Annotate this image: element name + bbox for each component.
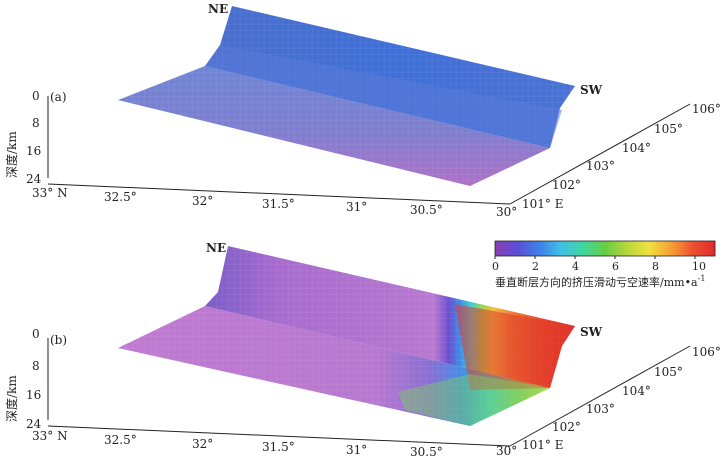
colorbar-label-sup: -1 — [698, 274, 706, 283]
panel-b: 0 8 16 24 深度/km 33° N 32.5° 32° 31.5° 31… — [4, 241, 721, 459]
lon-ticks-a: 101° E 102° 103° 104° 105° 106° — [522, 102, 721, 211]
colorbar-strip — [494, 240, 716, 257]
lat-tick-a-1: 32.5° — [104, 190, 137, 204]
lat-tick-b-6: 30° — [496, 444, 517, 458]
lat-tick-a-0: 33° N — [32, 186, 68, 200]
depth-ticks-b: 0 8 16 24 — [26, 327, 42, 431]
panel-a-label: (a) — [50, 90, 67, 104]
lat-tick-b-5: 30.5° — [410, 445, 443, 459]
lat-tick-a-2: 32° — [192, 194, 213, 208]
depth-axis-title-a: 深度/km — [4, 131, 19, 178]
axis-b-lat — [47, 425, 511, 447]
axis-a-lon — [509, 103, 691, 205]
lon-tick-a-1: 102° — [552, 178, 581, 192]
colorbar-tick-label-4: 8 — [652, 260, 659, 273]
lon-tick-b-1: 102° — [552, 420, 581, 434]
lon-tick-a-4: 105° — [654, 122, 683, 136]
surface-a-lower-mesh — [118, 66, 550, 186]
depth-tick-b-16: 16 — [26, 388, 41, 402]
lon-tick-a-3: 104° — [622, 141, 651, 155]
lat-tick-a-5: 30.5° — [410, 203, 443, 217]
colorbar-label-text: 垂直断层方向的挤压滑动亏空速率/mm•a — [495, 275, 698, 289]
colorbar-tick-label-0: 0 — [492, 260, 499, 273]
depth-tick-b-0: 0 — [32, 327, 40, 341]
surface-b-sw-wedge — [455, 304, 575, 390]
surface-b-green-band — [398, 374, 550, 426]
lat-tick-a-4: 31° — [346, 200, 367, 214]
depth-tick-b-24: 24 — [26, 417, 42, 431]
lat-tick-b-0: 33° N — [32, 429, 68, 443]
lon-ticks-b: 101° E 102° 103° 104° 105° 106° — [522, 345, 721, 452]
lat-tick-b-3: 31.5° — [262, 440, 295, 454]
lon-tick-b-5: 106° — [692, 345, 721, 359]
depth-tick-a-0: 0 — [32, 89, 40, 103]
colorbar-ticks: 0 2 4 6 8 10 — [492, 256, 706, 273]
lon-tick-b-3: 104° — [622, 384, 651, 398]
lat-ticks-b: 33° N 32.5° 32° 31.5° 31° 30.5° 30° — [32, 429, 517, 459]
lat-tick-a-3: 31.5° — [262, 197, 295, 211]
panel-a-sw-label: SW — [580, 83, 603, 97]
panel-b-sw-label: SW — [580, 325, 603, 339]
panel-a-ne-label: NE — [208, 2, 228, 16]
depth-tick-a-16: 16 — [26, 144, 41, 158]
surface-b-lower-mesh — [118, 306, 550, 426]
lon-tick-b-0: 101° E — [522, 438, 563, 452]
lat-tick-b-1: 32.5° — [104, 433, 137, 447]
axis-b-lon — [509, 345, 691, 447]
lat-tick-a-6: 30° — [496, 205, 517, 219]
colorbar: 0 2 4 6 8 10 垂直断层方向的挤压滑动亏空速率/mm•a-1 — [492, 240, 716, 289]
depth-axis-title-b: 深度/km — [4, 375, 19, 422]
depth-ticks-a: 0 8 16 24 — [26, 89, 42, 186]
colorbar-label: 垂直断层方向的挤压滑动亏空速率/mm•a-1 — [495, 274, 705, 289]
fault-surface-a — [118, 6, 575, 186]
fault-surface-b — [118, 246, 575, 426]
depth-tick-a-8: 8 — [32, 116, 40, 130]
panel-b-label: (b) — [50, 333, 67, 347]
colorbar-tick-label-1: 2 — [532, 260, 539, 273]
axis-a-lat — [47, 183, 511, 205]
lon-tick-b-2: 103° — [586, 402, 615, 416]
panel-a: 0 8 16 24 深度/km 33° N 32.5° 32° 31.5° 31… — [4, 2, 721, 219]
lon-tick-a-5: 106° — [692, 102, 721, 116]
lat-tick-b-4: 31° — [346, 443, 367, 457]
lat-tick-b-2: 32° — [192, 437, 213, 451]
lat-ticks-a: 33° N 32.5° 32° 31.5° 31° 30.5° 30° — [32, 186, 517, 219]
colorbar-tick-label-3: 6 — [612, 260, 619, 273]
lon-tick-a-0: 101° E — [522, 197, 563, 211]
depth-tick-b-8: 8 — [32, 359, 40, 373]
panel-b-ne-label: NE — [206, 241, 226, 255]
colorbar-tick-label-2: 4 — [572, 260, 579, 273]
depth-tick-a-24: 24 — [26, 172, 42, 186]
lon-tick-a-2: 103° — [586, 159, 615, 173]
colorbar-tick-label-5: 10 — [692, 260, 706, 273]
surface-a-bend — [205, 45, 562, 148]
lon-tick-b-4: 105° — [654, 365, 683, 379]
